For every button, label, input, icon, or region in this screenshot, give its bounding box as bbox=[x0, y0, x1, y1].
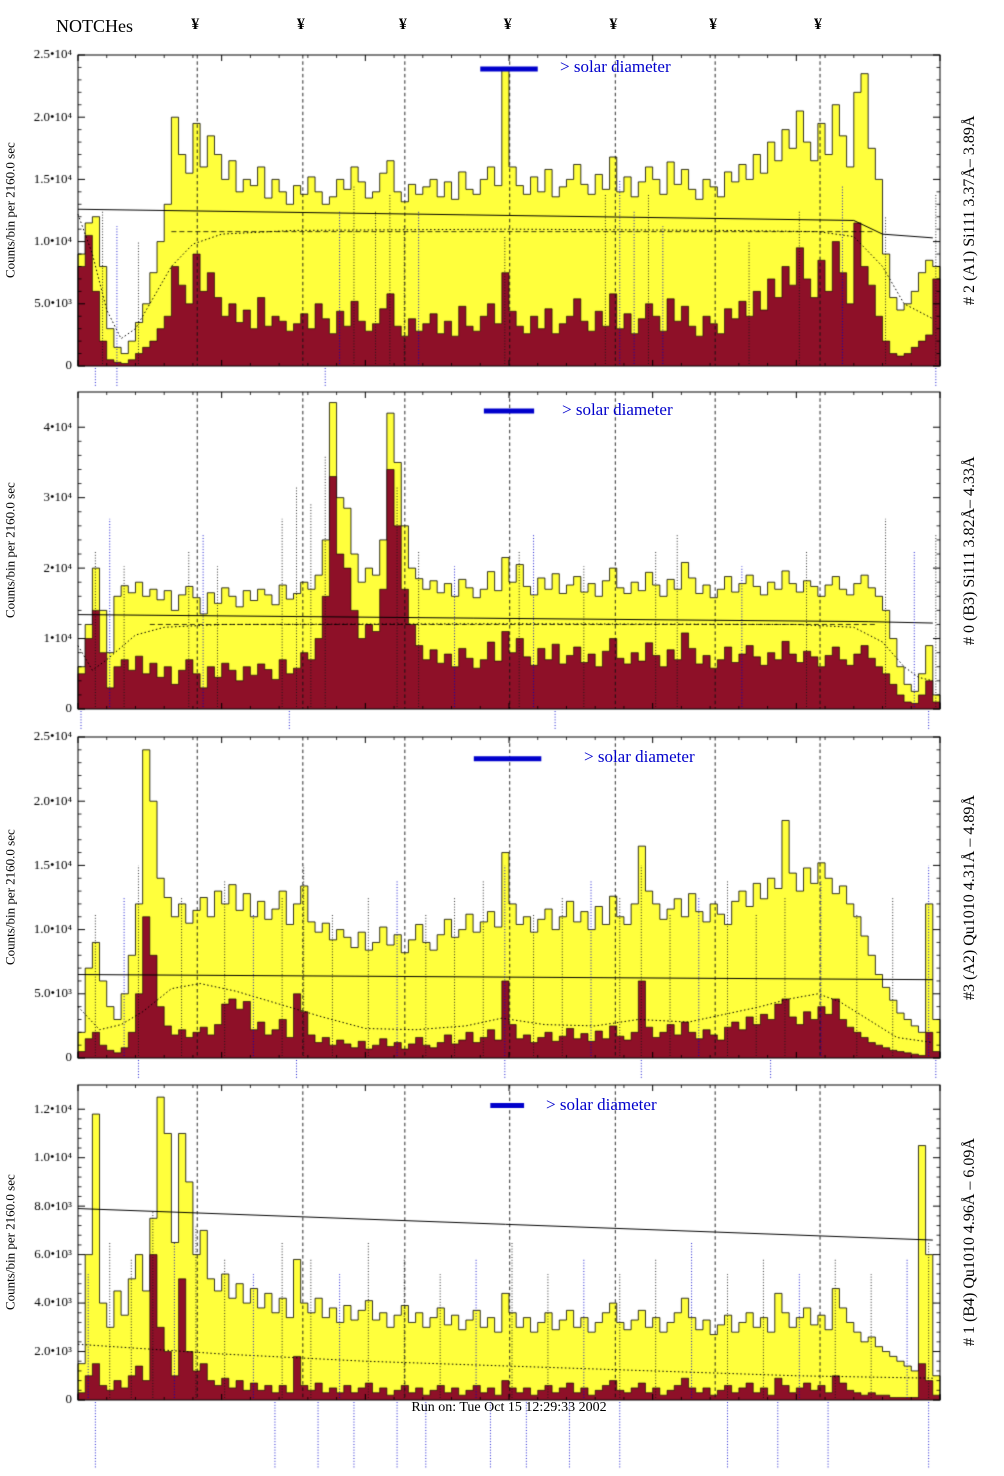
y-axis-label-panel-3: Counts/bin per 2160.0 sec bbox=[2, 829, 18, 966]
notch-symbol: ¥ bbox=[814, 16, 823, 33]
notch-symbol: ¥ bbox=[296, 16, 305, 33]
run-timestamp: Run on: Tue Oct 15 12:29:33 2002 bbox=[411, 1400, 607, 1415]
y-axis-label-panel-4: Counts/bin per 2160.0 sec bbox=[2, 1174, 18, 1311]
solar-diameter-label-panel-3: > solar diameter bbox=[584, 747, 695, 766]
notch-symbol: ¥ bbox=[398, 16, 407, 33]
solar-diameter-label-panel-4: > solar diameter bbox=[546, 1095, 657, 1114]
notch-symbol: ¥ bbox=[191, 16, 200, 33]
y-axis-label-panel-2: Counts/bin per 2160.0 sec bbox=[2, 482, 18, 619]
channel-label-panel-4: # 1 (B4) Qu1010 4.96Å – 6.09Å bbox=[961, 1138, 978, 1347]
channel-label-panel-2: # 0 (B3) Si111 3.82Å– 4.33Å bbox=[961, 456, 978, 645]
solar-diameter-label-panel-1: > solar diameter bbox=[560, 57, 671, 76]
y-axis-label-panel-1: Counts/bin per 2160.0 sec bbox=[2, 142, 18, 279]
notch-symbol: ¥ bbox=[709, 16, 718, 33]
notches-label: NOTCHes bbox=[56, 16, 133, 36]
channel-label-panel-1: # 2 (A1) Si111 3.37Å– 3.89Å bbox=[961, 115, 978, 306]
notch-symbol: ¥ bbox=[609, 16, 618, 33]
solar-diameter-label-panel-2: > solar diameter bbox=[562, 400, 673, 419]
notch-symbol: ¥ bbox=[503, 16, 512, 33]
channel-label-panel-3: #3 (A2) Qu1010 4.31Å – 4.89Å bbox=[961, 795, 978, 1000]
